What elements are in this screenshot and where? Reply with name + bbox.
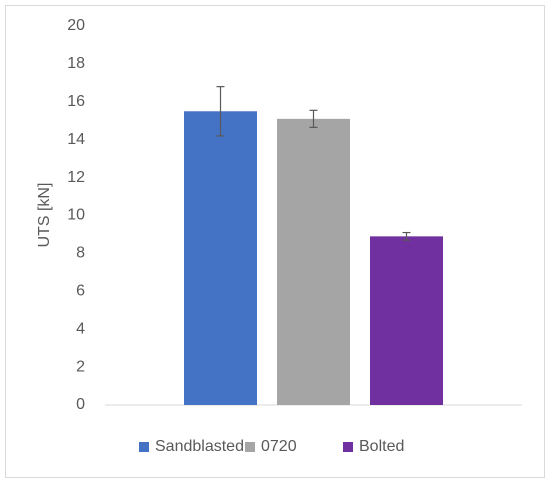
legend-swatch (343, 442, 353, 452)
legend-label: Bolted (359, 438, 404, 455)
chart-border (5, 5, 545, 478)
bar (370, 236, 443, 405)
y-axis-label: UTS [kN] (36, 183, 53, 248)
legend-label: Sandblasted (155, 438, 244, 455)
error-bar (216, 86, 225, 137)
y-tick-label: 14 (67, 131, 85, 148)
y-tick-label: 16 (67, 93, 85, 110)
y-tick-label: 12 (67, 169, 85, 186)
legend-label: 0720 (261, 438, 297, 455)
error-bar (309, 109, 318, 128)
y-tick-label: 18 (67, 55, 85, 72)
y-tick-label: 6 (76, 283, 85, 300)
y-tick-label: 2 (76, 358, 85, 375)
y-tick-label: 10 (67, 207, 85, 224)
y-tick-label: 4 (76, 320, 85, 337)
legend-swatch (245, 442, 255, 452)
y-tick-label: 8 (76, 245, 85, 262)
legend-swatch (139, 442, 149, 452)
bar (184, 111, 257, 406)
y-tick-label: 20 (67, 17, 85, 34)
bar (277, 118, 350, 405)
error-bar (402, 231, 411, 241)
y-tick-label: 0 (76, 396, 85, 413)
